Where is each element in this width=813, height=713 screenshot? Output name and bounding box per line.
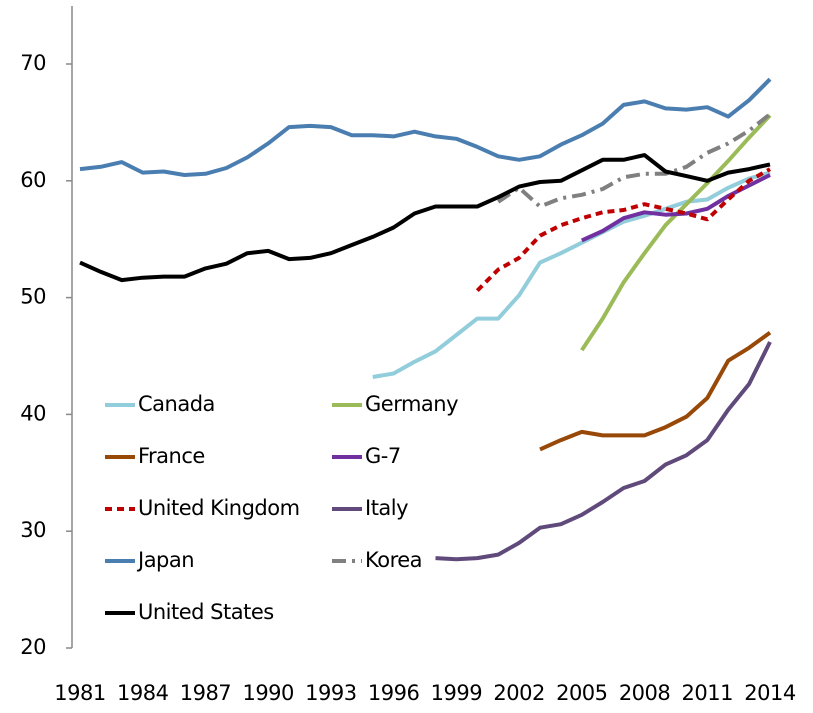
x-tick-label: 1990 — [242, 681, 293, 705]
series-line — [435, 341, 772, 562]
x-tick-label: 2011 — [682, 681, 733, 705]
x-tick-label: 2014 — [744, 681, 796, 705]
y-tick-label: 30 — [20, 518, 46, 542]
series-line — [580, 114, 772, 352]
x-tick-label: 1981 — [54, 681, 105, 705]
x-tick-label: 1984 — [117, 681, 169, 705]
legend-label: United States — [138, 600, 274, 624]
x-tick-label: 1996 — [368, 681, 420, 705]
series-line — [79, 77, 772, 177]
y-tick-label: 70 — [20, 51, 46, 75]
y-tick-label: 20 — [20, 635, 46, 659]
legend-label: Canada — [138, 392, 215, 416]
x-tick-label: 2008 — [619, 681, 670, 705]
x-tick-label: 2005 — [556, 681, 607, 705]
y-tick-label: 50 — [20, 285, 46, 309]
legend-label: United Kingdom — [138, 496, 300, 520]
series-line — [372, 170, 771, 379]
legend-label: Germany — [365, 392, 458, 416]
x-tick-label: 1993 — [305, 681, 356, 705]
series-line — [79, 153, 771, 283]
y-tick-label: 40 — [20, 401, 46, 425]
legend-label: Italy — [365, 496, 408, 520]
x-tick-label: 1987 — [180, 681, 231, 705]
x-tick-label: 2002 — [493, 681, 544, 705]
y-tick-label: 60 — [20, 168, 46, 192]
series-line — [475, 167, 771, 293]
x-tick-label: 1999 — [431, 681, 482, 705]
legend-label: G-7 — [365, 444, 401, 468]
series-line — [497, 112, 772, 209]
legend-label: Korea — [365, 548, 422, 572]
series-line — [539, 330, 772, 452]
legend-label: France — [138, 444, 205, 468]
legend-label: Japan — [136, 548, 194, 572]
